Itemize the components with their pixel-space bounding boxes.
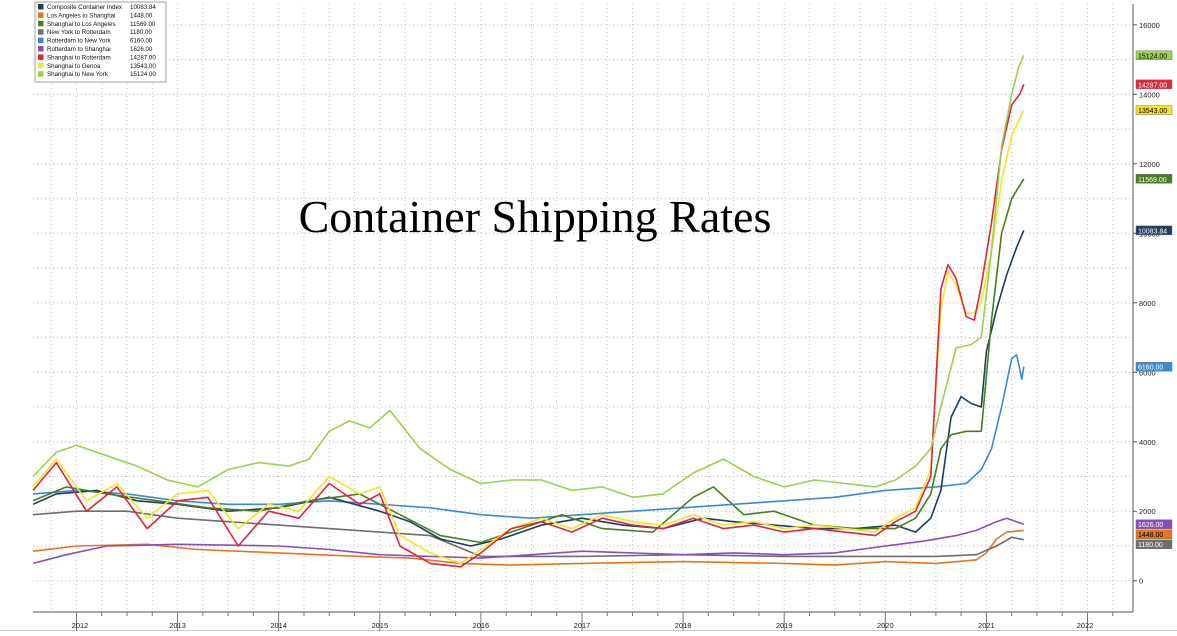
legend-swatch — [38, 54, 44, 60]
legend-series-name: New York to Rotterdam — [47, 29, 111, 36]
legend-series-value: 1626.00 — [130, 46, 153, 53]
end-value-text: 1180.00 — [1138, 542, 1163, 549]
legend-series-value: 1180.00 — [130, 29, 152, 36]
legend-series-name: Shanghai to Genoa — [47, 63, 101, 70]
x-tick-label: 2012 — [72, 621, 89, 630]
end-value-label: 6160.00 — [1135, 361, 1173, 372]
legend-swatch — [38, 20, 44, 27]
end-value-label: 15124.00 — [1135, 50, 1173, 60]
series-lines — [32, 54, 1025, 568]
end-value-text: 1626.00 — [1138, 522, 1163, 529]
legend-item: Shanghai to New York 15124.00 — [38, 71, 156, 78]
end-value-text: 10083.84 — [1138, 228, 1167, 235]
legend-item: Shanghai to Rotterdam 14287.00 — [38, 54, 156, 61]
end-value-text: 14287.00 — [1138, 82, 1167, 89]
series-line-shanghai-to-rotterdam — [32, 84, 1025, 568]
x-tick-label: 2022 — [1077, 621, 1094, 630]
end-value-labels: 15124.00 14287.00 13543.00 11569.00 10083.84… — [1135, 50, 1173, 549]
series-line-rotterdam-to-shanghai — [32, 517, 1025, 565]
legend-swatch — [38, 4, 44, 10]
y-tick-label: 0 — [1139, 577, 1143, 586]
legend-swatch — [38, 46, 44, 52]
legend-swatch — [38, 37, 44, 44]
chart-title: Container Shipping Rates — [299, 191, 772, 242]
legend-swatch — [38, 71, 44, 77]
legend-series-name: Rotterdam to Shanghai — [47, 46, 111, 53]
legend-item: Shanghai to Genoa 13543.00 — [38, 62, 156, 70]
legend-item: Composite Container Index 10083.84 — [38, 4, 156, 11]
end-value-label: 13543.00 — [1135, 105, 1173, 115]
y-tick-label: 4000 — [1139, 438, 1156, 447]
legend-item: Los Angeles to Shanghai 1448.00 — [38, 12, 153, 19]
series-line-composite-container-index — [32, 230, 1025, 547]
end-value-label: 1448.00 — [1135, 529, 1173, 539]
end-value-text: 1448.00 — [1138, 532, 1163, 539]
legend-series-value: 1448.00 — [130, 12, 153, 19]
y-tick-label: 14000 — [1139, 90, 1160, 99]
legend-series-name: Shanghai to New York — [47, 71, 109, 78]
end-value-label: 1180.00 — [1135, 539, 1173, 549]
legend-item: Shanghai to Los Angeles 11569.00 — [38, 20, 156, 28]
series-line-los-angeles-to-shanghai — [32, 529, 1024, 566]
legend-item: Rotterdam to Shanghai 1626.00 — [38, 46, 153, 53]
x-tick-label: 2018 — [675, 621, 692, 630]
legend-series-value: 15124.00 — [130, 71, 156, 78]
legend-series-value: 11569.00 — [130, 21, 156, 28]
end-value-label: 10083.84 — [1135, 225, 1173, 235]
y-tick-label: 8000 — [1139, 299, 1156, 308]
legend-item: Rotterdam to New York 6160.00 — [38, 37, 153, 45]
x-tick-label: 2013 — [169, 621, 186, 630]
x-tick-label: 2016 — [473, 621, 490, 630]
legend-series-name: Shanghai to Los Angeles — [47, 21, 115, 28]
x-tick-label: 2017 — [574, 621, 591, 630]
x-tick-label: 2020 — [877, 621, 894, 630]
series-line-shanghai-to-los-angeles — [32, 178, 1025, 544]
end-value-text: 13543.00 — [1138, 108, 1167, 115]
legend-series-value: 14287.00 — [130, 54, 156, 61]
end-value-label: 14287.00 — [1135, 79, 1173, 89]
series-line-shanghai-to-new-york — [32, 54, 1025, 499]
end-value-label: 1626.00 — [1135, 519, 1173, 529]
legend-series-value: 6160.00 — [130, 38, 153, 45]
legend-series-name: Composite Container Index — [47, 4, 123, 11]
x-tick-label: 2014 — [270, 621, 287, 630]
end-value-text: 6160.00 — [1138, 365, 1163, 372]
legend-series-value: 10083.84 — [130, 4, 156, 11]
x-tick-label: 2019 — [776, 621, 793, 630]
legend-series-name: Rotterdam to New York — [47, 38, 112, 45]
x-tick-label: 2015 — [371, 621, 388, 630]
series-line-shanghai-to-genoa — [32, 109, 1025, 565]
legend-swatch — [38, 62, 44, 69]
legend-box — [34, 1, 167, 83]
y-tick-label: 2000 — [1139, 507, 1156, 516]
y-tick-label: 12000 — [1139, 160, 1160, 169]
legend-series-name: Shanghai to Rotterdam — [47, 54, 111, 61]
series-line-rotterdam-to-new-york — [32, 354, 1025, 520]
legend-swatch — [38, 29, 44, 35]
end-value-text: 11569.00 — [1138, 177, 1167, 184]
end-value-label: 11569.00 — [1135, 174, 1173, 184]
grid — [33, 4, 1133, 612]
y-tick-label: 16000 — [1139, 21, 1160, 30]
x-tick-label: 2021 — [978, 621, 995, 630]
y-tick-label: 6000 — [1139, 368, 1156, 377]
legend-swatch — [38, 12, 44, 18]
legend-item: New York to Rotterdam 1180.00 — [38, 29, 152, 36]
legend-series-name: Los Angeles to Shanghai — [47, 12, 115, 19]
end-value-text: 15124.00 — [1138, 53, 1167, 60]
legend-series-value: 13543.00 — [130, 63, 156, 70]
